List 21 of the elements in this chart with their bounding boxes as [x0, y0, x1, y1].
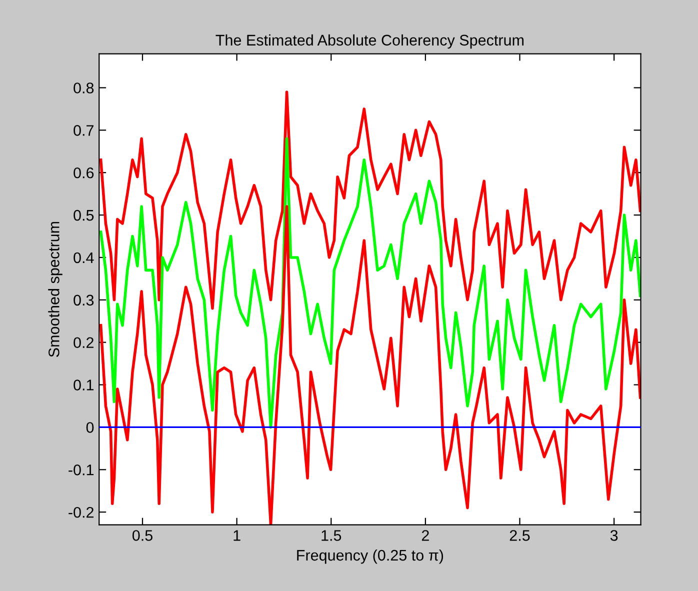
line-series: [99, 137, 641, 429]
y-tick-label: 0.1: [74, 380, 94, 390]
x-tick-label: 3: [610, 530, 618, 541]
x-axis-title: Frequency (0.25 to π): [297, 549, 444, 564]
x-tick-label: 1: [234, 530, 240, 541]
y-tick-label: 0.4: [74, 252, 94, 264]
chart-title: The Estimated Absolute Coherency Spectrum: [216, 34, 524, 49]
x-tick-label: 0.5: [132, 530, 152, 541]
y-tick-label: -0.2: [68, 506, 94, 518]
y-tick-label: 0.8: [74, 82, 94, 94]
y-tick-label: 0: [86, 422, 94, 433]
y-tick-label: 0.6: [74, 167, 94, 178]
x-tick-label: 2.5: [510, 530, 530, 541]
y-tick-label: 0.5: [74, 210, 94, 221]
y-tick-label: 0.7: [74, 125, 94, 136]
x-tick-label: 2: [422, 530, 429, 541]
y-tick-label: 0.2: [74, 337, 94, 348]
y-axis-title: Smoothed spectrum: [48, 222, 62, 357]
x-tick-label: 1.5: [322, 530, 342, 541]
y-tick-label: -0.1: [68, 464, 94, 476]
y-tick-label: 0.3: [74, 294, 94, 306]
